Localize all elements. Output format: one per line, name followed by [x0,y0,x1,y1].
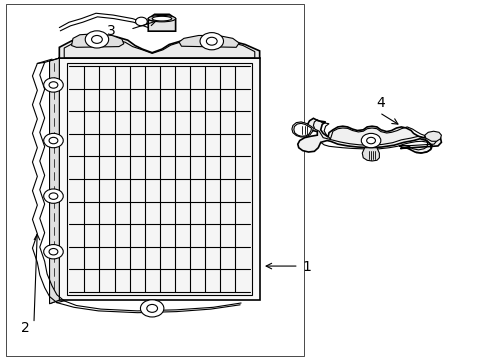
Polygon shape [425,131,441,141]
Text: 1: 1 [303,260,312,274]
Circle shape [44,189,63,203]
Polygon shape [59,58,260,300]
Circle shape [136,17,147,26]
Circle shape [361,134,381,148]
Polygon shape [49,58,59,304]
Polygon shape [148,14,175,31]
Text: 2: 2 [21,321,30,335]
Polygon shape [49,58,59,304]
Polygon shape [362,148,379,161]
Circle shape [44,244,63,259]
Circle shape [44,78,63,92]
Circle shape [206,37,217,45]
Bar [5,4,304,356]
Polygon shape [298,118,441,153]
Circle shape [49,193,58,199]
Text: 3: 3 [107,24,116,38]
Ellipse shape [152,16,171,21]
Circle shape [367,137,375,144]
Polygon shape [72,34,124,47]
Circle shape [44,134,63,148]
Circle shape [85,31,109,48]
Polygon shape [59,35,260,58]
Circle shape [92,36,102,43]
Ellipse shape [148,15,175,22]
Polygon shape [67,63,252,295]
Polygon shape [292,122,314,137]
Circle shape [49,137,58,144]
Circle shape [49,248,58,255]
Polygon shape [179,36,239,47]
Polygon shape [294,123,312,136]
Circle shape [49,82,58,88]
Circle shape [147,305,158,312]
Text: 4: 4 [376,96,385,110]
Circle shape [141,300,164,317]
Circle shape [200,33,223,50]
